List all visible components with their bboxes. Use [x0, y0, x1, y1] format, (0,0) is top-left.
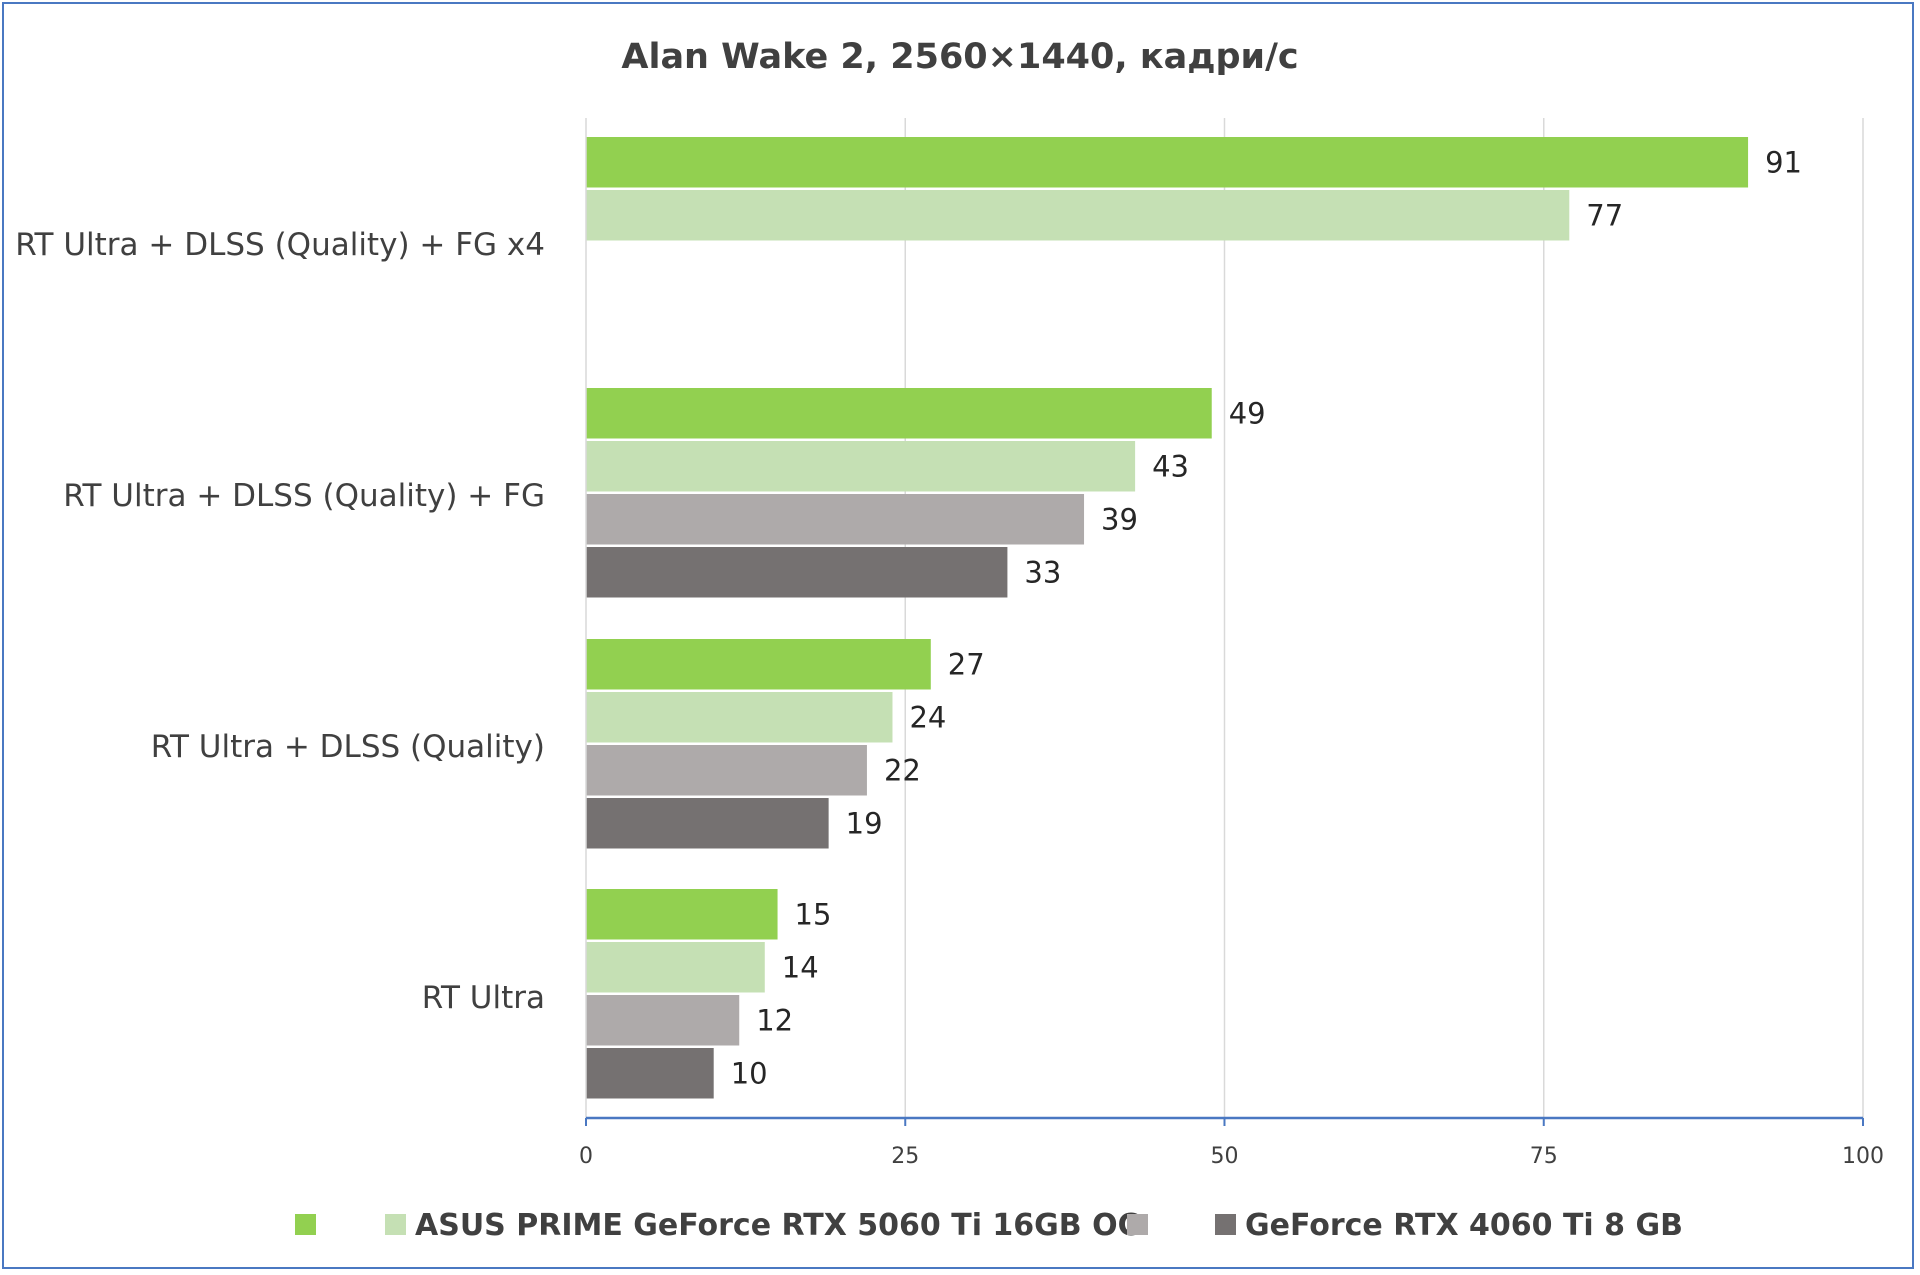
- data-label: 24: [909, 700, 946, 734]
- category-label: RT Ultra: [422, 980, 545, 1016]
- bar: [586, 995, 740, 1046]
- bar: [586, 441, 1136, 492]
- bar: [586, 137, 1749, 188]
- bar: [586, 1048, 714, 1099]
- data-label: 19: [846, 806, 883, 840]
- grid-lines: [904, 118, 1864, 1118]
- category-label: RT Ultra + DLSS (Quality): [151, 729, 545, 765]
- legend-label: ASUS PRIME GeForce RTX 5060 Ti 16GB OC: [415, 1208, 1140, 1243]
- bar: [586, 639, 931, 690]
- data-label: 91: [1765, 145, 1802, 179]
- category-label: RT Ultra + DLSS (Quality) + FG x4: [15, 227, 545, 263]
- bar: [586, 889, 778, 940]
- bar: [586, 388, 1212, 439]
- x-tick-label: 50: [1211, 1144, 1239, 1169]
- data-label: 27: [948, 647, 985, 681]
- data-label: 39: [1101, 502, 1138, 536]
- data-label: 49: [1229, 396, 1266, 430]
- x-tick-label: 25: [891, 1144, 919, 1169]
- data-label: 43: [1152, 449, 1189, 483]
- data-label: 33: [1024, 555, 1061, 589]
- category-label: RT Ultra + DLSS (Quality) + FG: [63, 478, 545, 514]
- bar: [586, 798, 829, 849]
- bar: [586, 745, 867, 796]
- legend-swatch: [385, 1214, 406, 1235]
- data-label: 10: [731, 1056, 768, 1090]
- legend-swatch: [1215, 1214, 1236, 1235]
- chart-title: Alan Wake 2, 2560×1440, кадри/с: [621, 37, 1298, 77]
- bar: [586, 190, 1570, 241]
- x-tick-label: 75: [1530, 1144, 1558, 1169]
- x-tick-label: 0: [579, 1144, 593, 1169]
- data-label: 22: [884, 753, 921, 787]
- category-labels: RT Ultra + DLSS (Quality) + FG x4 RT Ultr…: [15, 227, 545, 1016]
- legend-label: GeForce RTX 4060 Ti 8 GB: [1245, 1208, 1683, 1243]
- bar: [586, 547, 1008, 598]
- bar: [586, 494, 1085, 545]
- x-tick-label: 100: [1842, 1144, 1884, 1169]
- bar: [586, 692, 893, 743]
- data-label: 14: [782, 950, 819, 984]
- legend-swatch: [1127, 1214, 1148, 1235]
- x-axis: 0 25 50 75 100: [579, 118, 1884, 1169]
- data-label: 12: [756, 1003, 793, 1037]
- legend: ASUS PRIME GeForce RTX 5060 Ti 16GB OC Ge…: [295, 1208, 1683, 1243]
- data-label: 77: [1586, 198, 1623, 232]
- legend-swatch: [295, 1214, 316, 1235]
- data-label: 15: [795, 897, 832, 931]
- bar: [586, 942, 765, 993]
